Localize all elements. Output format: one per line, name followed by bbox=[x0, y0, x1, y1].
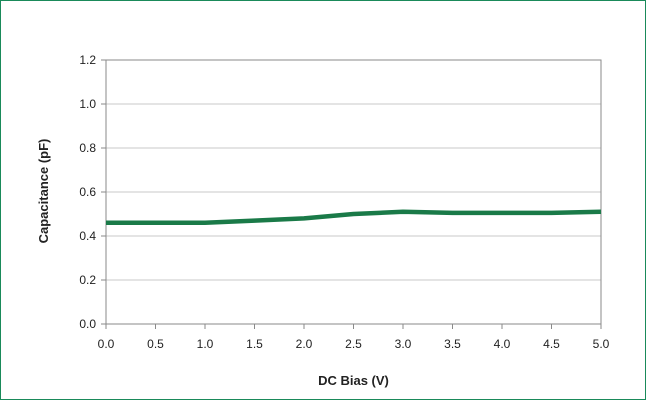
gridlines bbox=[106, 59, 601, 281]
x-tick-label: 5.0 bbox=[593, 337, 610, 351]
axes bbox=[101, 59, 602, 329]
x-tick-label: 1.0 bbox=[197, 337, 214, 351]
x-axis-title: DC Bias (V) bbox=[318, 373, 389, 388]
y-axis-title: Capacitance (pF) bbox=[36, 139, 51, 244]
y-tick-label: 0.0 bbox=[79, 317, 96, 331]
series-layer bbox=[105, 209, 602, 226]
y-tick-label: 1.2 bbox=[79, 53, 96, 67]
x-tick-label: 0.5 bbox=[147, 337, 164, 351]
x-tick-label: 0.0 bbox=[98, 337, 115, 351]
x-tick-label: 1.5 bbox=[246, 337, 263, 351]
y-tick-label: 0.8 bbox=[79, 141, 96, 155]
y-tick-label: 0.6 bbox=[79, 185, 96, 199]
x-tick-label: 3.0 bbox=[395, 337, 412, 351]
tick-labels: 0.0 0.2 0.4 0.6 0.8 1.0 1.2 0.0 0.5 1.0 1.5 2.0 2.5 3… bbox=[79, 53, 609, 351]
capacitance-series-line bbox=[106, 209, 602, 226]
x-tick-label: 3.5 bbox=[444, 337, 461, 351]
x-tick-label: 2.0 bbox=[296, 337, 313, 351]
y-tick-label: 0.4 bbox=[79, 229, 96, 243]
x-tick-label: 4.0 bbox=[494, 337, 511, 351]
x-tick-label: 2.5 bbox=[345, 337, 362, 351]
y-tick-label: 1.0 bbox=[79, 97, 96, 111]
y-tick-label: 0.2 bbox=[79, 273, 96, 287]
x-tick-label: 4.5 bbox=[543, 337, 560, 351]
